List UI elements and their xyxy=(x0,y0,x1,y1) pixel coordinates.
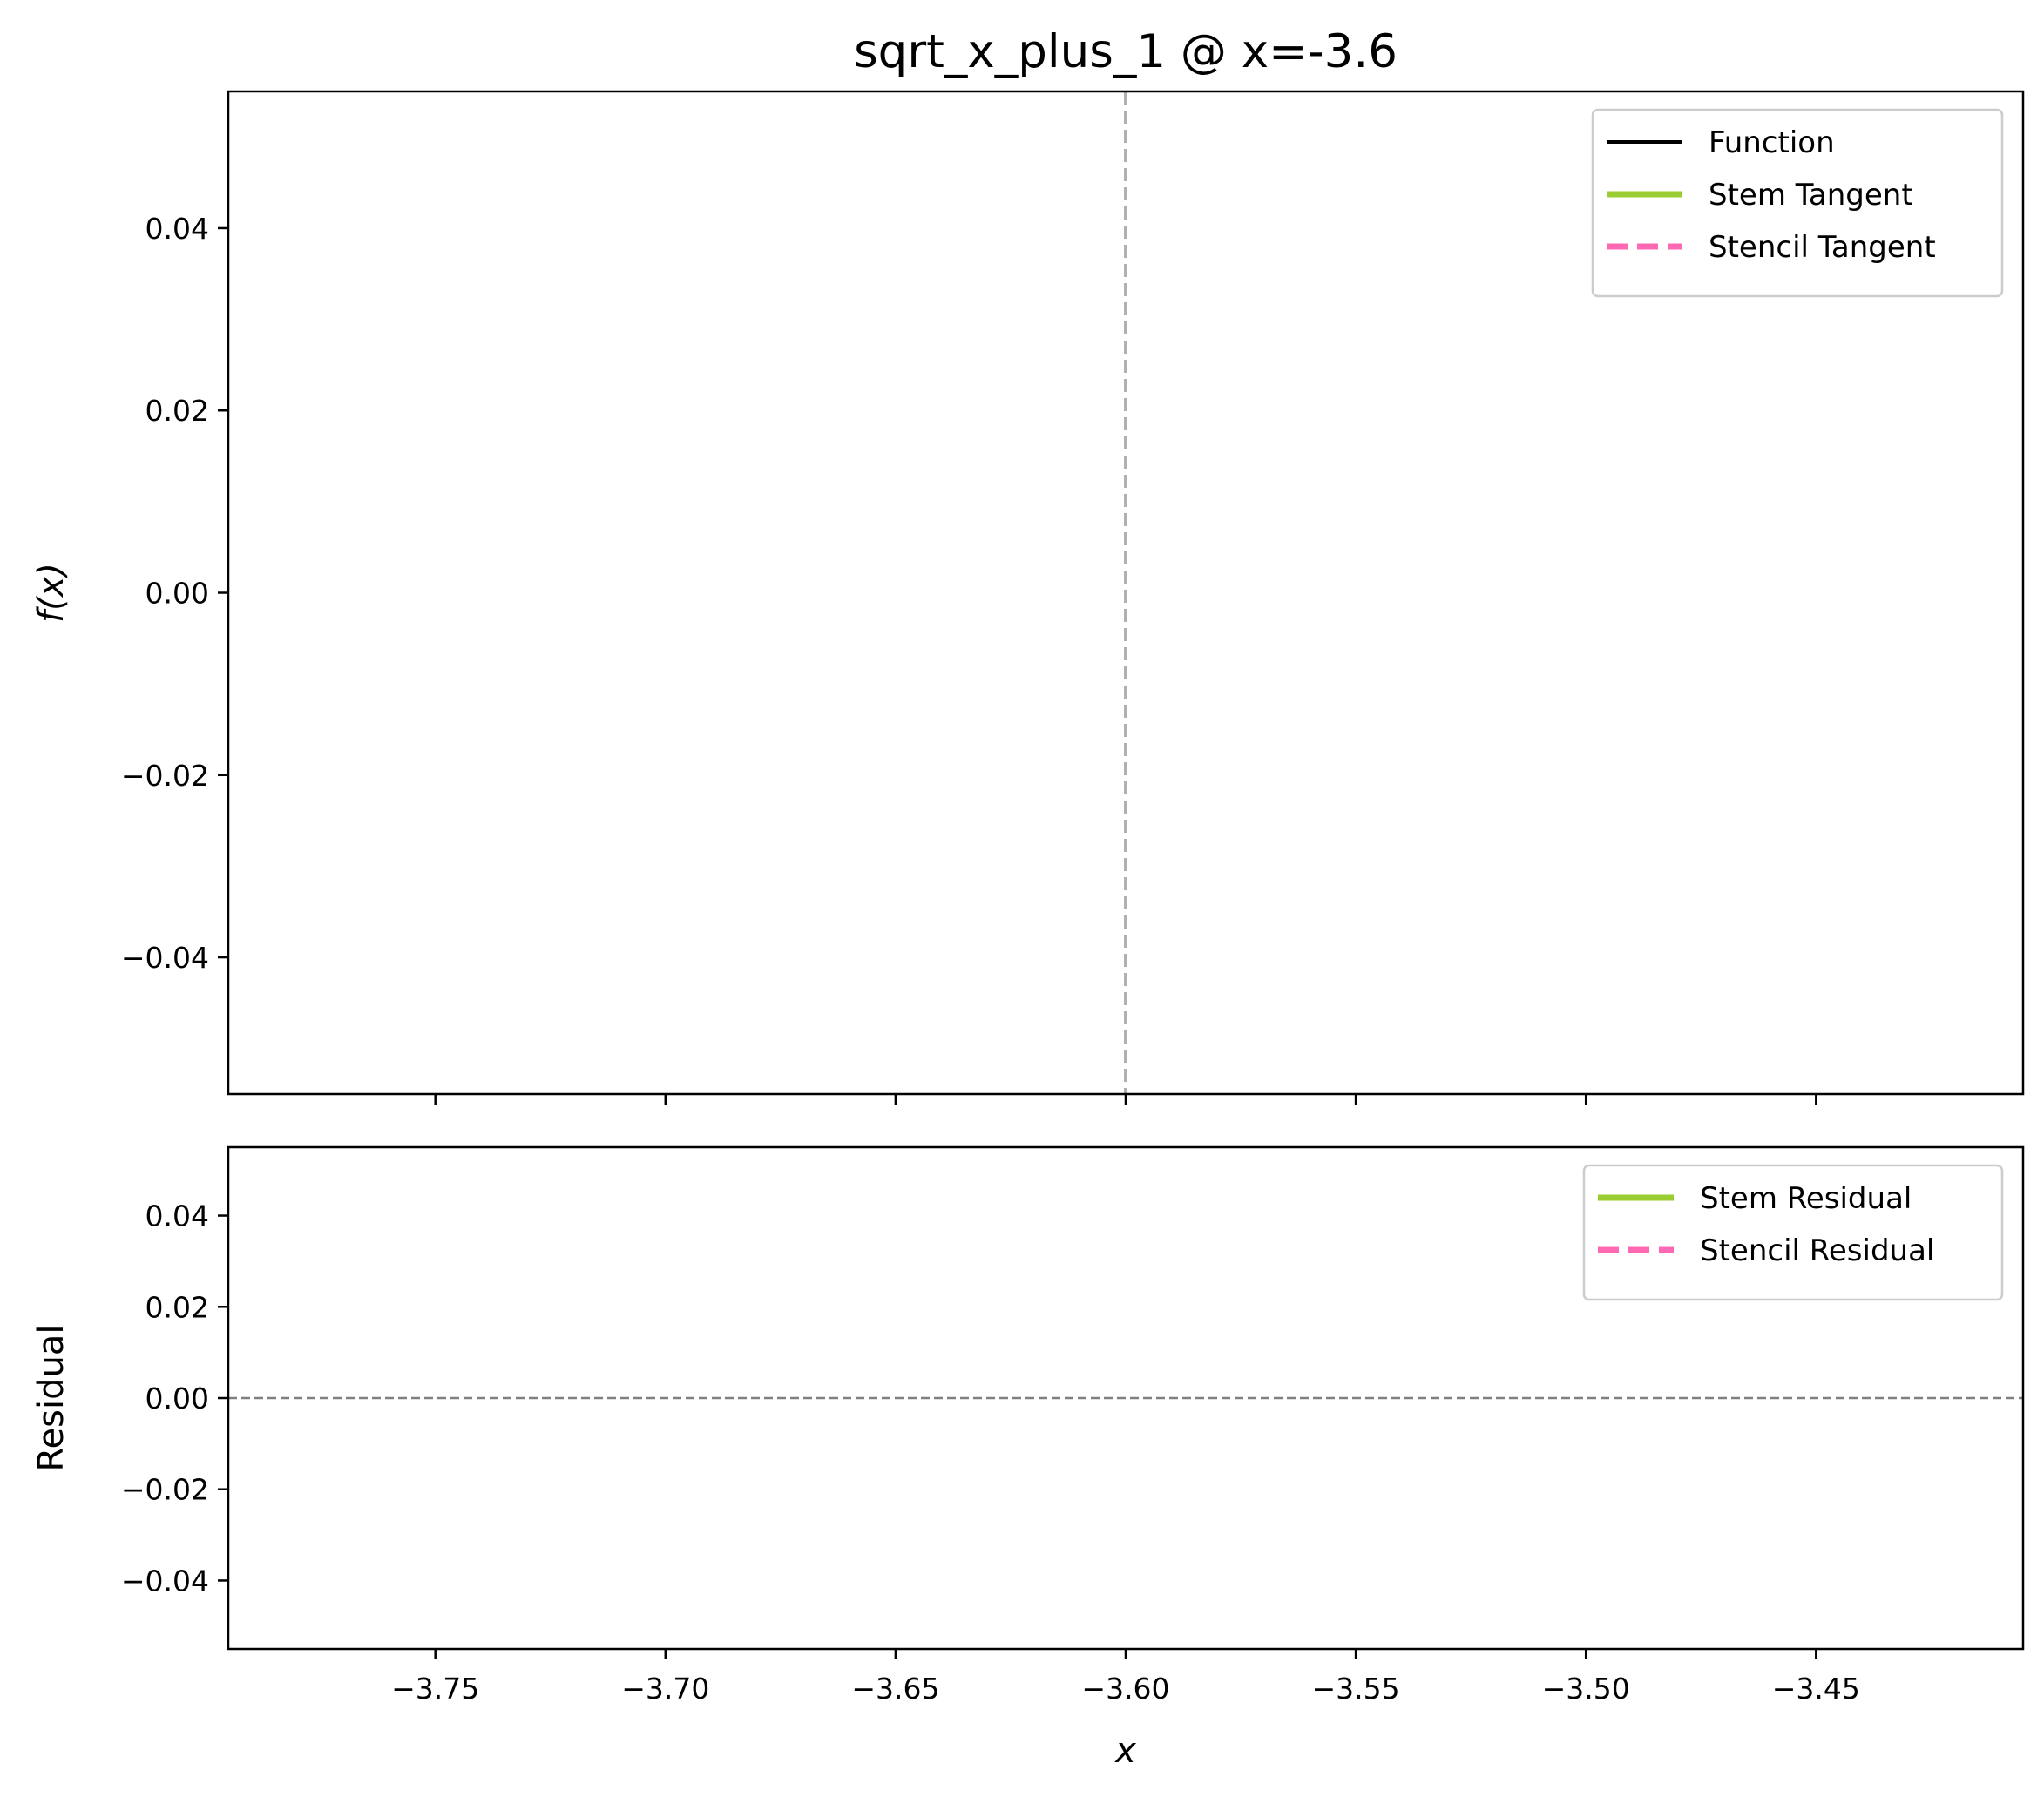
y-tick-label: −0.04 xyxy=(121,1564,209,1598)
legend-label: Stem Tangent xyxy=(1709,178,1913,213)
legend-label: Stencil Residual xyxy=(1700,1233,1934,1268)
x-tick-label: −3.65 xyxy=(851,1672,939,1706)
x-tick-label: −3.75 xyxy=(391,1672,479,1706)
legend-label: Stem Residual xyxy=(1700,1181,1912,1216)
legend-box xyxy=(1591,108,2004,298)
x-tick-label: −3.55 xyxy=(1312,1672,1400,1706)
legend: Function Stem Tangent Stencil Tangent xyxy=(1591,108,2004,298)
y-tick-label: −0.02 xyxy=(121,759,209,793)
y-tick-label: 0.00 xyxy=(146,577,209,611)
y-axis-label: Residual xyxy=(31,1325,71,1472)
y-tick-label: 0.04 xyxy=(146,1199,209,1233)
y-axis-label: f(x) xyxy=(31,563,71,623)
x-axis-label: x xyxy=(1113,1731,1136,1771)
x-tick-label: −3.60 xyxy=(1081,1672,1169,1706)
legend-box xyxy=(1582,1164,2004,1301)
y-tick-label: −0.02 xyxy=(121,1473,209,1507)
y-tick-label: 0.04 xyxy=(146,212,209,246)
y-tick-label: 0.00 xyxy=(146,1382,209,1415)
y-tick-label: −0.04 xyxy=(121,941,209,975)
chart-title: sqrt_x_plus_1 @ x=-3.6 xyxy=(854,25,1398,78)
y-tick-label: 0.02 xyxy=(146,1290,209,1324)
x-tick-label: −3.50 xyxy=(1542,1672,1630,1706)
x-tick-label: −3.70 xyxy=(621,1672,709,1706)
top-panel: −0.04 −0.02 0.00 0.02 0.04 f(x) Function Stem T… xyxy=(31,90,2025,1105)
legend-label: Stencil Tangent xyxy=(1709,230,1936,265)
x-tick-label: −3.45 xyxy=(1772,1672,1860,1706)
y-tick-label: 0.02 xyxy=(146,394,209,428)
legend: Stem Residual Stencil Residual xyxy=(1582,1164,2004,1301)
bottom-panel: −0.04 −0.02 0.00 0.02 0.04 −3.75 −3.70 −3.65 −3.… xyxy=(31,1145,2025,1771)
legend-label: Function xyxy=(1709,125,1835,160)
